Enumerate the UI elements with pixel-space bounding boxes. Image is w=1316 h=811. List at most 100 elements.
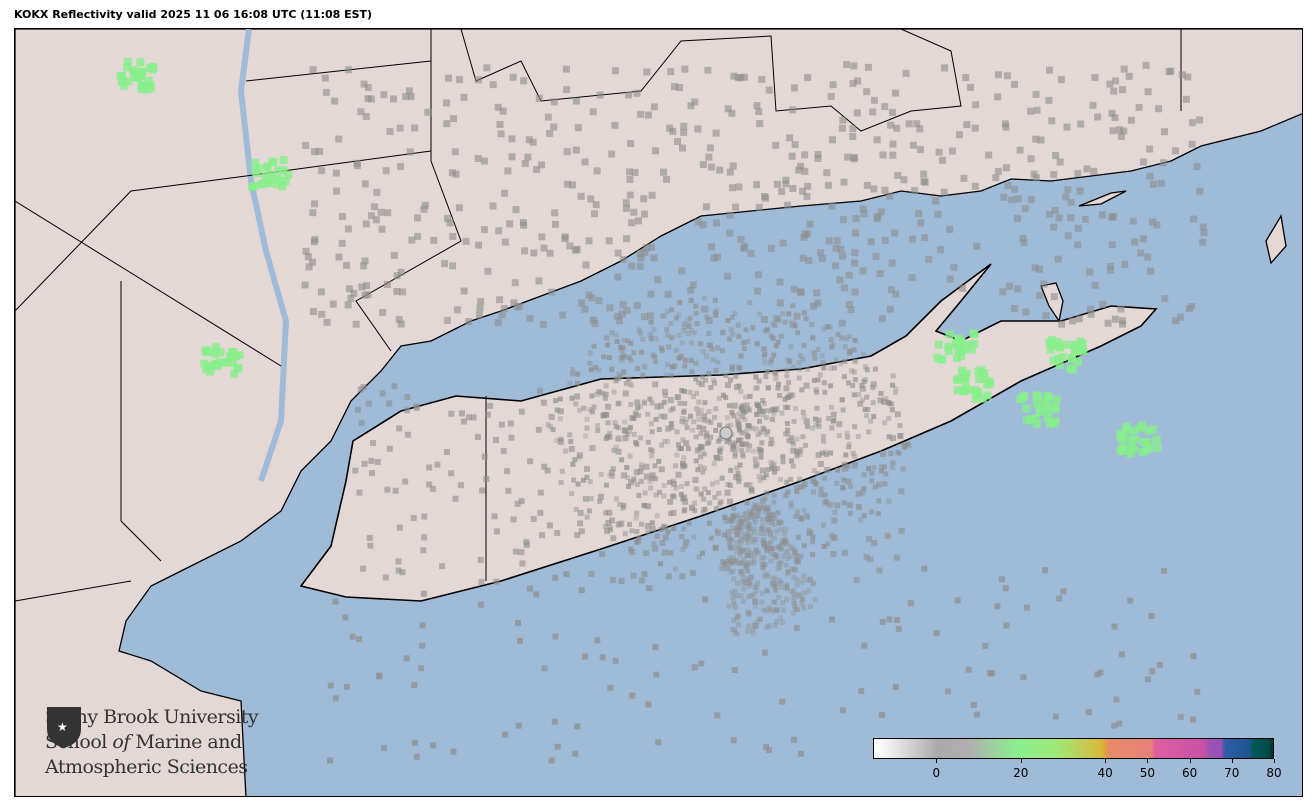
echo-pixel — [738, 568, 744, 574]
echo-pixel — [480, 157, 488, 165]
echo-pixel — [823, 452, 829, 458]
echo-pixel — [390, 251, 398, 259]
echo-pixel — [304, 253, 312, 261]
echo-pixel — [691, 98, 699, 106]
echo-pixel — [323, 318, 331, 326]
echo-pixel — [665, 529, 671, 535]
echo-pixel — [965, 666, 972, 673]
echo-pixel — [737, 520, 743, 526]
echo-pixel — [1054, 255, 1062, 263]
echo-pixel — [729, 366, 735, 372]
echo-pixel — [750, 508, 756, 514]
echo-pixel — [860, 210, 868, 218]
echo-pixel — [578, 587, 585, 594]
echo-pixel — [372, 216, 380, 224]
echo-pixel — [682, 401, 688, 407]
echo-pixel — [678, 353, 684, 359]
echo-pixel — [824, 181, 832, 189]
echo-pixel — [754, 584, 760, 590]
echo-pixel — [402, 478, 409, 485]
echo-pixel — [386, 400, 393, 407]
echo-pixel — [820, 433, 826, 439]
echo-pixel — [496, 296, 504, 304]
echo-pixel — [937, 246, 945, 254]
echo-pixel — [1129, 217, 1137, 225]
echo-pixel — [662, 438, 668, 444]
echo-pixel — [722, 532, 728, 538]
echo-pixel — [747, 512, 753, 518]
echo-pixel — [716, 395, 722, 401]
echo-pixel — [598, 472, 604, 478]
echo-pixel — [1075, 315, 1083, 323]
echo-pixel — [896, 451, 902, 457]
echo-pixel — [149, 62, 158, 71]
echo-pixel — [815, 377, 821, 383]
echo-pixel — [765, 467, 771, 473]
echo-pixel — [581, 405, 587, 411]
echo-pixel — [675, 84, 683, 92]
echo-pixel — [750, 325, 756, 331]
echo-pixel — [889, 407, 895, 413]
echo-pixel — [581, 653, 588, 660]
echo-pixel — [861, 379, 867, 385]
echo-pixel — [457, 482, 464, 489]
echo-pixel — [695, 379, 701, 385]
echo-pixel — [945, 688, 952, 695]
echo-pixel — [631, 350, 637, 356]
echo-pixel — [610, 466, 616, 472]
echo-pixel — [548, 413, 555, 420]
echo-pixel — [661, 399, 667, 405]
echo-pixel — [335, 135, 343, 143]
echo-pixel — [771, 551, 777, 557]
echo-pixel — [620, 505, 626, 511]
echo-pixel — [851, 259, 859, 267]
echo-pixel — [788, 476, 794, 482]
echo-pixel — [652, 644, 659, 651]
echo-pixel — [434, 461, 441, 468]
echo-pixel — [645, 411, 651, 417]
echo-pixel — [811, 579, 817, 585]
echo-pixel — [741, 561, 747, 567]
echo-pixel — [782, 176, 790, 184]
echo-pixel — [779, 584, 785, 590]
echo-pixel — [1113, 696, 1120, 703]
echo-pixel — [753, 426, 759, 432]
echo-pixel — [753, 547, 759, 553]
echo-pixel — [771, 499, 777, 505]
echo-pixel — [766, 605, 772, 611]
hudson-river — [237, 29, 290, 482]
echo-pixel — [801, 414, 807, 420]
logo-text: Marine and — [129, 731, 242, 753]
echo-pixel — [765, 429, 771, 435]
echo-pixel — [807, 577, 813, 583]
echo-pixel — [671, 83, 679, 91]
echo-pixel — [713, 308, 719, 314]
echo-pixel — [730, 737, 737, 744]
echo-pixel — [777, 519, 784, 526]
echo-pixel — [648, 336, 654, 342]
echo-pixel — [136, 58, 145, 67]
echo-pixel — [900, 466, 906, 472]
echo-pixel — [761, 400, 767, 406]
echo-pixel — [882, 481, 888, 487]
echo-pixel — [716, 490, 722, 496]
echo-pixel — [475, 241, 483, 249]
echo-pixel — [774, 553, 780, 559]
echo-pixel — [897, 433, 904, 440]
echo-pixel — [827, 324, 833, 330]
echo-pixel — [755, 271, 763, 279]
echo-pixel — [1112, 77, 1120, 85]
echo-pixel — [615, 401, 621, 407]
echo-pixel — [698, 443, 705, 450]
echo-pixel — [663, 176, 671, 184]
echo-pixel — [137, 68, 146, 77]
echo-pixel — [752, 502, 758, 508]
echo-pixel — [658, 402, 665, 409]
echo-pixel — [833, 357, 839, 363]
echo-pixel — [849, 368, 855, 374]
echo-pixel — [538, 233, 546, 241]
radar-map[interactable]: ★ Stony Brook University School of Marin… — [14, 28, 1303, 797]
echo-pixel — [740, 515, 746, 521]
echo-pixel — [653, 671, 660, 678]
echo-pixel — [518, 408, 525, 415]
